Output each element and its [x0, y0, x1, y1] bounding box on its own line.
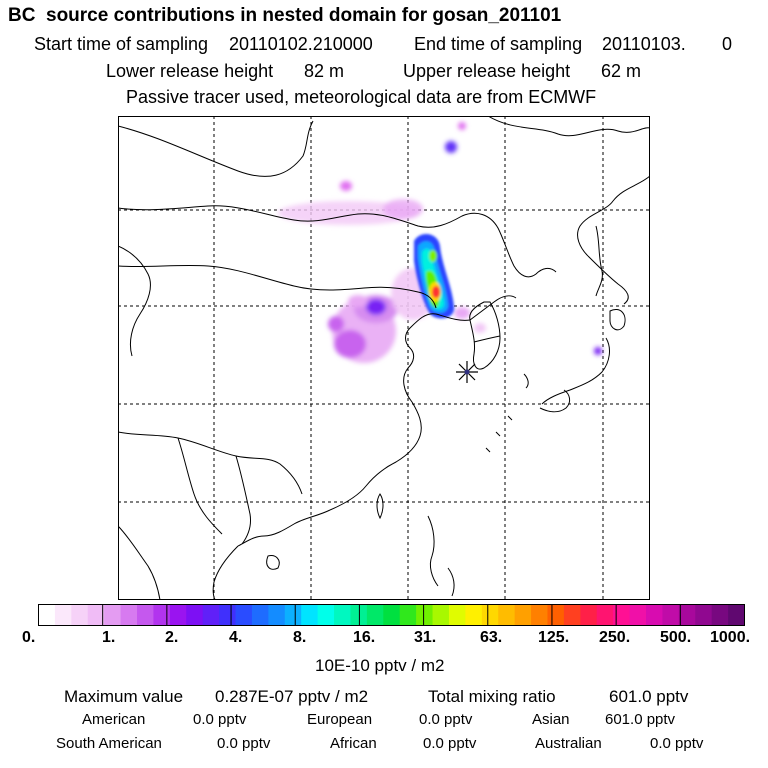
colorbar-cell — [317, 604, 335, 626]
colorbar-tick-63: 63. — [480, 629, 503, 646]
colorbar-cell — [399, 604, 417, 626]
colorbar-tick-1: 1. — [102, 629, 116, 646]
australian-label: Australian — [535, 735, 602, 752]
colorbar-cell — [416, 604, 434, 626]
end-time-value: 20110103. — [602, 34, 686, 54]
american-value: 0.0 pptv — [193, 711, 247, 728]
colorbar-cell — [104, 604, 122, 626]
colorbar-cell — [481, 604, 499, 626]
colorbar-cell — [448, 604, 466, 626]
colorbar-cell — [580, 604, 598, 626]
colorbar-tick-2: 2. — [165, 629, 179, 646]
australian-value: 0.0 pptv — [650, 735, 704, 752]
colorbar-cell — [153, 604, 171, 626]
colorbar-cell — [465, 604, 483, 626]
african-value: 0.0 pptv — [423, 735, 477, 752]
page-title: BC source contributions in nested domain… — [8, 5, 562, 26]
coastlines — [118, 116, 650, 600]
colorbar-tick-125: 125. — [538, 629, 570, 646]
colorbar-cell — [711, 604, 729, 626]
colorbar-cell — [629, 604, 647, 626]
colorbar-cell — [728, 604, 745, 626]
colorbar-tick-8: 8. — [293, 629, 307, 646]
colorbar-cell — [596, 604, 614, 626]
colorbar-cell — [662, 604, 680, 626]
lower-release-value: 82 m — [304, 61, 345, 81]
colorbar-cell — [695, 604, 713, 626]
colorbar-tick-1000: 1000. — [710, 629, 751, 646]
colorbar-cell — [186, 604, 204, 626]
colorbar-cell — [678, 604, 696, 626]
subtitle: Passive tracer used, meteorological data… — [126, 87, 597, 107]
colorbar-cell — [301, 604, 319, 626]
colorbar-tick-16: 16. — [353, 629, 376, 646]
total-mixing-label: Total mixing ratio — [428, 687, 556, 706]
colorbar-cell — [383, 604, 401, 626]
start-time-label: Start time of sampling — [34, 34, 209, 54]
source-contribution-field — [278, 122, 602, 363]
colorbar-cell — [268, 604, 286, 626]
max-value: 0.287E-07 pptv / m2 — [215, 687, 369, 706]
colorbar-cell — [251, 604, 269, 626]
african-label: African — [330, 735, 377, 752]
colorbar-cell — [169, 604, 187, 626]
colorbar-cell — [563, 604, 581, 626]
colorbar-tick-250: 250. — [599, 629, 631, 646]
end-time-suffix: 0 — [722, 34, 733, 54]
max-value-label: Maximum value — [64, 687, 184, 706]
colorbar-cell — [645, 604, 663, 626]
start-time-value: 20110102.210000 — [229, 34, 373, 54]
end-time-label: End time of sampling — [414, 34, 583, 54]
colorbar-cell — [284, 604, 302, 626]
colorbar-cell — [120, 604, 138, 626]
colorbar-cell — [498, 604, 516, 626]
map-panel — [118, 116, 650, 600]
colorbar-cell — [334, 604, 351, 626]
asian-label: Asian — [532, 711, 570, 728]
upper-release-value: 62 m — [601, 61, 642, 81]
colorbar-tick-31: 31. — [414, 629, 437, 646]
country-borders — [118, 205, 557, 545]
colorbar-tick-500: 500. — [660, 629, 692, 646]
european-label: European — [307, 711, 373, 728]
asian-value: 601.0 pptv — [605, 711, 676, 728]
total-mixing-value: 601.0 pptv — [609, 687, 689, 706]
upper-release-label: Upper release height — [403, 61, 571, 81]
map-frame — [118, 116, 650, 600]
colorbar-cell — [54, 604, 72, 626]
colorbar-cell — [366, 604, 384, 626]
colorbar-cell — [235, 604, 253, 626]
american-label: American — [82, 711, 146, 728]
lower-release-label: Lower release height — [106, 61, 274, 81]
colorbar-cell — [531, 604, 548, 626]
colorbar-cell — [613, 604, 631, 626]
colorbar-cell — [38, 604, 56, 626]
south-american-value: 0.0 pptv — [217, 735, 271, 752]
colorbar-tick-0: 0. — [22, 629, 36, 646]
colorbar-cell — [432, 604, 450, 626]
colorbar-cell — [219, 604, 237, 626]
colorbar-cell — [71, 604, 89, 626]
colorbar — [38, 604, 745, 626]
european-value: 0.0 pptv — [419, 711, 473, 728]
colorbar-cell — [202, 604, 220, 626]
grid-lines — [118, 116, 650, 600]
south-american-label: South American — [56, 735, 162, 752]
colorbar-cell — [514, 604, 532, 626]
colorbar-cell — [547, 604, 565, 626]
receptor-asterisk-icon — [456, 361, 478, 383]
colorbar-cell — [137, 604, 154, 626]
colorbar-unit: 10E-10 pptv / m2 — [315, 656, 445, 675]
colorbar-tick-4: 4. — [229, 629, 243, 646]
colorbar-cell — [87, 604, 105, 626]
